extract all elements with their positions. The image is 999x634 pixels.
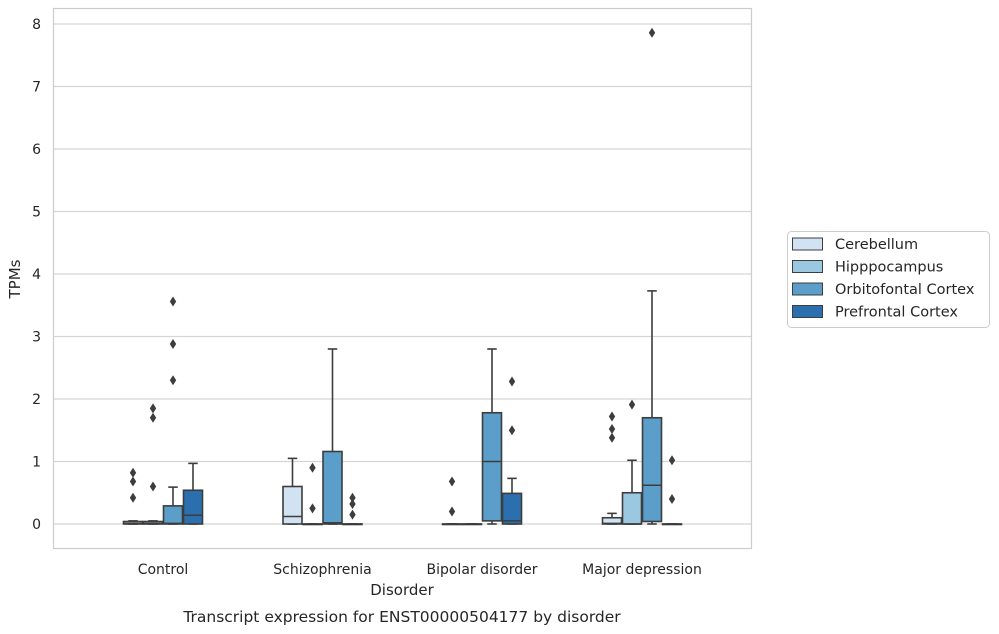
outlier-point-2 (129, 467, 137, 478)
outlier-point-0 (608, 432, 616, 443)
box-2-0 (441, 476, 463, 526)
outlier-point-1 (608, 424, 616, 434)
x-axis-label: Disorder (370, 581, 434, 599)
box-body (322, 450, 343, 525)
x-tick-label-3: Major depression (582, 562, 702, 578)
outlier-point-2 (169, 296, 177, 307)
y-tick-label-4: 4 (32, 267, 41, 283)
box-body (621, 491, 643, 525)
legend-swatch-1 (792, 260, 823, 273)
y-tick-label-7: 7 (32, 80, 41, 96)
outlier-point-0 (129, 492, 137, 503)
y-tick-label-0: 0 (32, 517, 41, 533)
box-3-2 (641, 27, 663, 525)
outlier-point-0 (508, 425, 516, 436)
box-body (501, 492, 523, 525)
box-3-1 (621, 399, 643, 525)
outlier-point-1 (129, 476, 137, 487)
outlier-point-0 (448, 506, 456, 517)
x-tick-label-2: Bipolar disorder (426, 562, 537, 578)
box-0-2 (162, 296, 184, 525)
outlier-point-0 (309, 503, 316, 514)
outlier-point-0 (648, 27, 656, 38)
outlier-point-1 (309, 462, 316, 473)
box-2-3 (501, 376, 523, 525)
y-tick-label-6: 6 (32, 142, 41, 158)
outlier-point-2 (149, 403, 157, 414)
y-tick-label-5: 5 (32, 205, 41, 221)
y-axis-label: TPMs (6, 259, 24, 299)
box-body (162, 505, 184, 525)
x-tick-label-0: Control (138, 562, 189, 578)
legend-label-0: Cerebellum (835, 237, 918, 253)
outlier-point-0 (169, 375, 177, 386)
legend-swatch-3 (792, 305, 823, 318)
outlier-point-1 (508, 376, 516, 387)
outlier-point-1 (668, 455, 676, 466)
legend: Cerebellum Hipppocampus Orbitofontal Corte… (787, 231, 990, 328)
legend-label-1: Hipppocampus (835, 260, 943, 276)
legend-frame (787, 231, 990, 328)
box-0-3 (182, 462, 204, 525)
box-1-2 (322, 348, 343, 525)
y-tick-label-1: 1 (32, 455, 41, 471)
legend-label-3: Prefrontal Cortex (835, 305, 958, 321)
chart-caption: Transcript expression for ENST0000050417… (182, 608, 621, 626)
box-body (481, 411, 503, 522)
box-body (641, 416, 663, 523)
box-body (282, 485, 303, 525)
box-0-0 (122, 467, 144, 525)
x-tick-label-1: Schizophrenia (273, 562, 371, 578)
box-1-3 (342, 492, 363, 526)
box-0-1 (142, 403, 164, 525)
outlier-point-0 (668, 494, 676, 504)
plot-area-frame (52, 7, 753, 550)
box-3-0 (601, 411, 623, 525)
outlier-point-0 (149, 481, 157, 492)
y-tick-labels: 0 1 2 3 4 5 6 7 8 (32, 17, 41, 533)
y-tick-label-3: 3 (32, 330, 41, 346)
y-tick-label-8: 8 (32, 17, 41, 33)
box-1-0 (282, 457, 303, 525)
box-body (182, 489, 204, 525)
outlier-point-1 (448, 476, 456, 487)
legend-swatch-0 (792, 237, 823, 251)
outlier-point-0 (628, 399, 636, 410)
box-2-1 (461, 523, 483, 526)
legend-label-2: Orbitofontal Cortex (835, 282, 975, 298)
legend-swatch-2 (792, 282, 823, 296)
x-tick-labels: Control Schizophrenia Bipolar disorder Majo… (138, 562, 702, 578)
outlier-point-2 (349, 492, 356, 503)
boxes (122, 27, 683, 526)
outlier-point-0 (349, 509, 356, 520)
box-2-2 (481, 348, 503, 525)
outlier-point-1 (349, 499, 356, 509)
box-1-1 (302, 462, 323, 526)
outlier-point-2 (608, 411, 616, 422)
y-tick-label-2: 2 (32, 392, 41, 408)
outlier-point-1 (149, 412, 157, 423)
box-3-3 (661, 455, 683, 526)
outlier-point-1 (169, 339, 177, 349)
